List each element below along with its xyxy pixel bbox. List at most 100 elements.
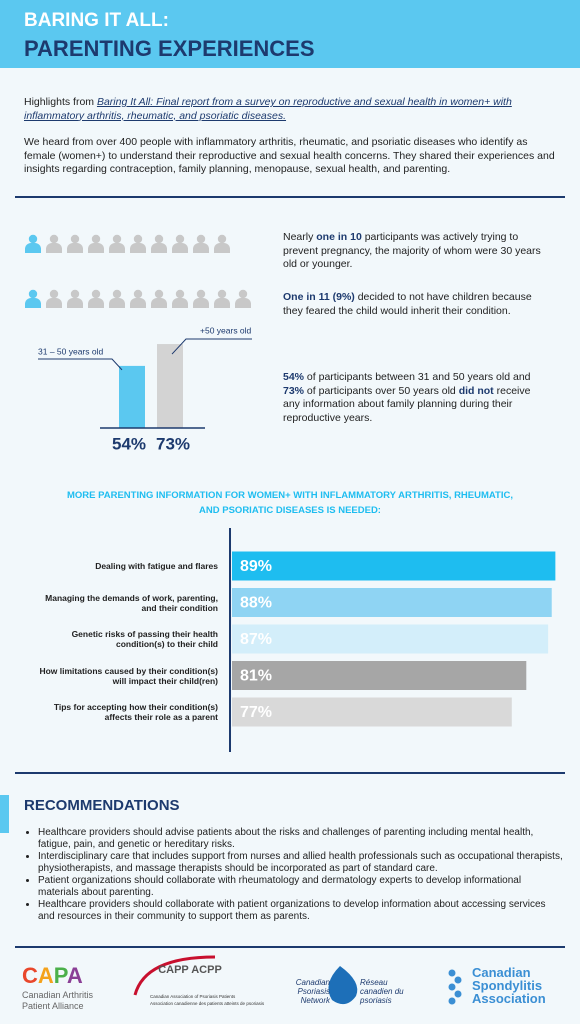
text-run: Baring It All: Final report from a surve… xyxy=(24,96,512,122)
icon-head xyxy=(217,289,227,299)
category-label: Dealing with fatigue and flares xyxy=(95,561,218,571)
icon-body xyxy=(235,298,251,308)
recommendation: Healthcare providers should advise patie… xyxy=(38,827,563,851)
value-label: 81% xyxy=(240,668,272,685)
value-label: 54% xyxy=(112,434,146,453)
icon-body xyxy=(193,298,209,308)
person-icon xyxy=(151,289,167,308)
logo-letter: P xyxy=(54,963,68,988)
text-run: one in 10 xyxy=(316,231,362,243)
icon-head xyxy=(49,234,59,244)
icon-body xyxy=(172,298,188,308)
divider xyxy=(15,196,565,198)
category-label: Tips for accepting how their condition(s… xyxy=(53,702,218,722)
icon-head xyxy=(70,234,80,244)
icon-body xyxy=(151,298,167,308)
person-icon xyxy=(193,289,209,308)
person-icon xyxy=(46,234,62,253)
person-icon xyxy=(193,234,209,253)
logo-text: Réseau canadien du psoriasis xyxy=(360,978,404,1005)
icon-body xyxy=(214,243,230,253)
icon-body xyxy=(67,243,83,253)
icon-head xyxy=(133,234,143,244)
logo-dot xyxy=(448,983,456,991)
icon-head xyxy=(238,289,248,299)
person-icon xyxy=(88,234,104,253)
leader-line xyxy=(171,338,252,355)
icon-head xyxy=(28,289,38,299)
value-label: 87% xyxy=(240,631,272,648)
person-icon xyxy=(172,234,188,253)
logo-letter: A xyxy=(38,963,54,988)
icon-head xyxy=(49,289,59,299)
icon-head xyxy=(154,289,164,299)
person-icon xyxy=(25,234,41,253)
text-run: participants was actively trying to prev… xyxy=(283,231,541,270)
logo-dot xyxy=(448,969,456,977)
text-run: One in 11 (9%) xyxy=(283,291,355,303)
icon-body xyxy=(172,243,188,253)
stat-text: One in 11 (9%) decided to not have child… xyxy=(283,291,553,318)
icon-body xyxy=(214,298,230,308)
icon-head xyxy=(70,289,80,299)
value-label: 73% xyxy=(156,434,190,453)
person-icon xyxy=(67,234,83,253)
person-icon xyxy=(151,234,167,253)
value-label: 77% xyxy=(240,704,272,721)
icon-body xyxy=(25,298,41,308)
category-label: +50 years old xyxy=(200,325,252,335)
icon-head xyxy=(91,234,101,244)
text-run: receive any information about family pla… xyxy=(283,384,531,424)
person-icon xyxy=(67,289,83,308)
bar xyxy=(232,588,552,617)
icon-head xyxy=(196,234,206,244)
text-run: We heard from over 400 people with infla… xyxy=(24,136,555,175)
icon-head xyxy=(133,289,143,299)
icon-body xyxy=(151,243,167,253)
chart-title: MORE PARENTING INFORMATION FOR WOMEN+ WI… xyxy=(66,490,514,516)
logo-text: Canadian Spondylitis Association xyxy=(472,965,546,1006)
icon-head xyxy=(112,289,122,299)
logo-text: Canadian Psoriasis Network xyxy=(295,978,330,1005)
recommendation: Interdisciplinary care that includes sup… xyxy=(38,851,563,875)
logo-swoosh xyxy=(133,955,216,996)
category-label: How limitations caused by their conditio… xyxy=(39,665,218,686)
icon-head xyxy=(91,289,101,299)
intro-paragraph: We heard from over 400 people with infla… xyxy=(24,136,559,177)
icon-head xyxy=(196,289,206,299)
icon-head xyxy=(175,289,185,299)
text-run: Nearly xyxy=(283,231,317,243)
text-run: 54% xyxy=(283,371,305,383)
accent-bar xyxy=(0,795,9,833)
stat-text: 54% of participants between 31 and 50 ye… xyxy=(283,371,538,425)
icon-body xyxy=(46,243,62,253)
recommendations-title: RECOMMENDATIONS xyxy=(24,797,180,814)
icon-head xyxy=(175,234,185,244)
divider xyxy=(15,946,565,948)
icon-body xyxy=(67,298,83,308)
logo-drop xyxy=(328,966,358,1005)
person-icon xyxy=(25,289,41,308)
person-icon xyxy=(235,289,251,308)
logo-dot xyxy=(448,997,456,1005)
bar xyxy=(232,697,512,727)
icon-body xyxy=(88,298,104,308)
logo-letter: C xyxy=(22,963,38,988)
icon-body xyxy=(130,243,146,253)
header xyxy=(0,0,580,68)
divider xyxy=(15,772,565,774)
title-line-2: PARENTING EXPERIENCES xyxy=(24,36,315,61)
text-run: of participants between 31 and 50 years … xyxy=(304,371,531,383)
icon-head xyxy=(28,234,38,244)
text-run: decided to not have children because the… xyxy=(283,291,532,317)
category-label: Genetic risks of passing their health co… xyxy=(71,629,218,649)
bar xyxy=(119,365,145,428)
title-line-1: BARING IT ALL: xyxy=(24,10,169,31)
icon-head xyxy=(112,234,122,244)
icon-head xyxy=(154,234,164,244)
bar xyxy=(157,344,183,428)
value-label: 88% xyxy=(240,595,272,612)
icon-body xyxy=(109,243,125,253)
